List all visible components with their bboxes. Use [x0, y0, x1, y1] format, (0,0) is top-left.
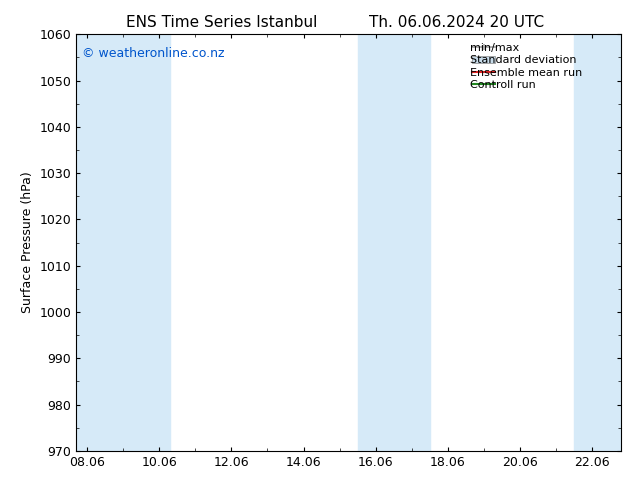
- Bar: [112, 34, 170, 451]
- Text: ENS Time Series Istanbul: ENS Time Series Istanbul: [126, 15, 318, 30]
- Bar: [574, 34, 621, 451]
- Bar: [401, 34, 430, 451]
- Y-axis label: Surface Pressure (hPa): Surface Pressure (hPa): [21, 172, 34, 314]
- Legend: min/max, Standard deviation, Ensemble mean run, Controll run: min/max, Standard deviation, Ensemble me…: [469, 40, 616, 93]
- Text: Th. 06.06.2024 20 UTC: Th. 06.06.2024 20 UTC: [369, 15, 544, 30]
- Bar: [76, 34, 112, 451]
- Bar: [358, 34, 401, 451]
- Text: © weatheronline.co.nz: © weatheronline.co.nz: [82, 47, 224, 60]
